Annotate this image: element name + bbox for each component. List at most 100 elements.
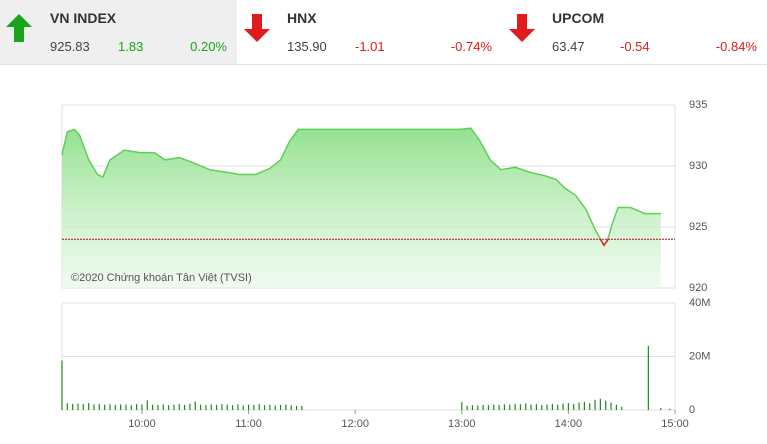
volume-bar — [290, 405, 292, 410]
volume-bar — [509, 404, 511, 410]
volume-bar — [82, 404, 84, 410]
index-name: VN INDEX — [50, 10, 117, 26]
volume-bar — [77, 403, 79, 410]
volume-bar — [589, 403, 591, 410]
volume-bar — [605, 400, 607, 410]
volume-bar — [199, 404, 202, 410]
volume-bar — [104, 404, 106, 410]
volume-bar — [98, 403, 100, 410]
volume-bar — [184, 404, 186, 410]
volume-bar — [130, 405, 132, 410]
volume-bar — [535, 404, 538, 410]
volume-bar — [557, 404, 559, 410]
volume-bar — [146, 400, 148, 410]
volume-bar — [493, 404, 495, 410]
volume-bar — [247, 404, 250, 410]
index-value: 135.90 — [287, 39, 327, 54]
volume-bar — [109, 404, 111, 410]
volume-bar — [615, 404, 617, 410]
volume-bar — [461, 401, 463, 410]
volume-bar — [301, 405, 303, 410]
price-line — [61, 127, 661, 247]
volume-bar — [660, 407, 662, 410]
volume-bar — [295, 405, 298, 410]
index-header: VN INDEX 925.83 1.83 0.20% HNX 135.90 -1.01 -0.… — [0, 0, 767, 65]
volume-bar — [168, 405, 170, 410]
volume-bar — [114, 404, 116, 410]
x-tick-label: 13:00 — [448, 418, 476, 430]
y-tick-label: 0 — [689, 404, 695, 416]
volume-bar — [88, 403, 90, 410]
x-tick-label: 14:00 — [555, 418, 583, 430]
volume-bar — [136, 404, 138, 410]
volume-bar — [173, 404, 175, 410]
volume-bar — [141, 404, 143, 410]
index-name: UPCOM — [552, 10, 605, 26]
volume-bar — [471, 405, 474, 410]
volume-bar — [466, 405, 468, 410]
volume-bar — [152, 404, 154, 410]
volume-bar — [231, 405, 234, 410]
volume-bar — [72, 403, 74, 410]
index-name: HNX — [287, 10, 317, 26]
volume-bar — [93, 404, 95, 410]
volume-bar — [621, 406, 623, 410]
volume-bar — [205, 405, 207, 410]
y-tick-label: 925 — [689, 221, 707, 233]
volume-bar — [189, 403, 191, 410]
volume-bar — [482, 404, 484, 410]
index-change: 1.83 — [118, 39, 144, 54]
volume-bar — [253, 404, 255, 410]
volume-bar — [226, 404, 228, 410]
y-tick-label: 935 — [689, 99, 707, 111]
volume-bar — [221, 404, 223, 410]
index-change: -1.01 — [355, 39, 385, 54]
volume-bar — [519, 404, 522, 410]
volume-bar — [562, 403, 564, 410]
direction-arrow — [6, 14, 32, 42]
x-tick-label: 11:00 — [235, 418, 262, 430]
direction-arrow — [509, 14, 535, 42]
x-tick-label: 15:00 — [661, 418, 689, 430]
volume-bar — [551, 403, 553, 410]
volume-bar — [237, 404, 239, 410]
volume-bar — [546, 404, 548, 410]
volume-bar — [279, 404, 282, 410]
volume-bar — [215, 404, 218, 410]
index-card: UPCOM 63.47 -0.54 -0.84% — [502, 0, 767, 64]
volume-bar — [274, 405, 276, 410]
volume-bar — [120, 404, 122, 410]
index-value: 63.47 — [552, 39, 585, 54]
volume-bar — [61, 360, 63, 410]
volume-bar — [594, 399, 596, 410]
x-tick-label: 12:00 — [341, 418, 369, 430]
volume-bar — [567, 403, 569, 410]
volume-bar — [242, 405, 244, 410]
y-tick-label: 930 — [689, 160, 707, 172]
volume-bar — [285, 404, 287, 410]
volume-bar — [599, 398, 601, 410]
volume-bar — [194, 401, 196, 410]
volume-bar — [178, 404, 180, 410]
y-tick-label: 920 — [689, 282, 707, 294]
index-percent: 0.20% — [190, 39, 227, 54]
volume-bar — [487, 405, 490, 410]
watermark: ©2020 Chứng khoán Tân Việt (TVSI) — [71, 272, 252, 284]
volume-bar — [503, 404, 506, 410]
volume-bar — [583, 401, 585, 410]
y-tick-label: 40M — [689, 297, 710, 309]
index-percent: -0.84% — [715, 39, 757, 54]
volume-bar — [125, 404, 127, 410]
volume-bar — [573, 404, 575, 410]
volume-bar — [541, 404, 543, 410]
volume-bar — [477, 405, 479, 410]
index-percent: -0.74% — [450, 39, 492, 54]
volume-bar — [157, 404, 159, 410]
index-change: -0.54 — [620, 39, 650, 54]
index-card: VN INDEX 925.83 1.83 0.20% — [0, 0, 237, 64]
volume-bar — [162, 404, 164, 410]
direction-arrow — [244, 14, 270, 42]
volume-bar — [498, 404, 500, 410]
volume-bar — [263, 405, 266, 410]
